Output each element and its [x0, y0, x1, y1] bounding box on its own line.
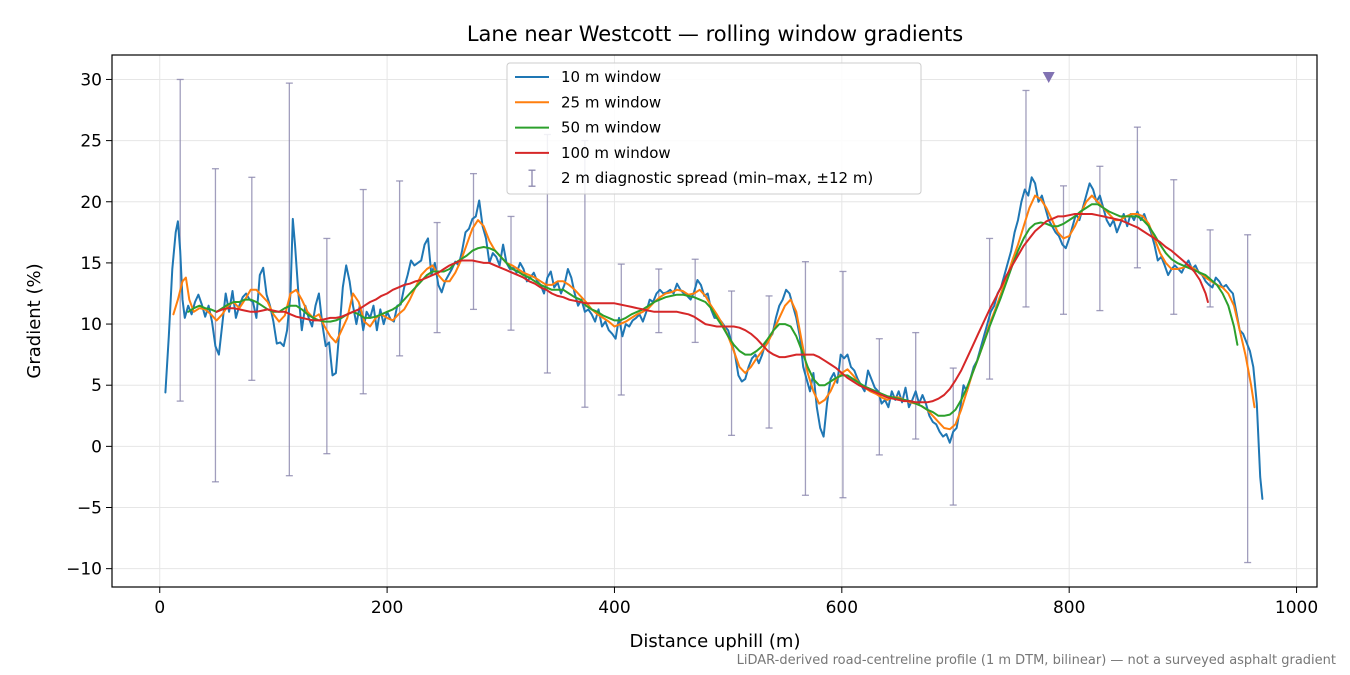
legend-item: 100 m window — [515, 144, 671, 162]
x-axis-label: Distance uphill (m) — [630, 631, 801, 652]
y-tick-label: −5 — [77, 499, 102, 519]
legend-label: 10 m window — [561, 68, 661, 86]
diagnostic-spread-bar — [691, 258, 699, 344]
y-axis-ticks: −10 −5 0 5 10 15 20 25 30 — [66, 70, 112, 580]
legend-item: 50 m window — [515, 119, 661, 137]
diagnostic-spread-bar — [1133, 126, 1141, 269]
marker-layer — [1042, 72, 1055, 84]
diagnostic-spread-bar — [359, 188, 367, 395]
y-tick-label: 30 — [80, 70, 102, 90]
diagnostic-spread-bar — [248, 176, 256, 381]
y-tick-label: 5 — [91, 376, 102, 396]
legend-item: 25 m window — [515, 93, 661, 111]
y-tick-label: 25 — [80, 132, 102, 152]
x-tick-label: 600 — [826, 598, 858, 618]
y-tick-label: 20 — [80, 193, 102, 213]
diagnostic-spread-bar — [728, 290, 736, 436]
legend-label: 100 m window — [561, 144, 671, 162]
series-line — [187, 203, 1239, 417]
diagnostic-spread-bar — [1022, 89, 1030, 308]
peak-marker — [1042, 72, 1055, 84]
legend-box — [506, 62, 922, 195]
diagnostic-spread-bar — [1059, 185, 1067, 315]
y-tick-label: 10 — [80, 315, 102, 335]
diagnostic-spread-bar — [839, 270, 847, 499]
series-line — [215, 213, 1209, 404]
legend-item: 10 m window — [515, 68, 661, 86]
diagnostic-spread-bar — [1206, 229, 1214, 308]
legend-items: 10 m window 25 m window 50 m window 100 m w… — [515, 68, 873, 187]
x-tick-label: 0 — [154, 598, 165, 618]
y-tick-label: −10 — [66, 560, 102, 580]
diagnostic-spread-bar — [470, 172, 477, 311]
x-tick-label: 1000 — [1275, 598, 1318, 618]
footnote: LiDAR-derived road-centreline profile (1… — [737, 653, 1336, 668]
diagnostic-spread-bar — [396, 180, 404, 357]
chart-title: Lane near Westcott — rolling window grad… — [467, 22, 963, 46]
legend-item: 2 m diagnostic spread (min–max, ±12 m) — [528, 169, 873, 187]
diagnostic-spread-bar — [1096, 165, 1104, 312]
diagnostic-spread-bar — [912, 331, 920, 440]
diagnostic-spread-bar — [211, 168, 219, 483]
x-axis-ticks: 0 200 400 600 800 1000 — [154, 587, 1318, 618]
diagnostic-spread-bar — [949, 367, 957, 506]
x-tick-label: 200 — [371, 598, 403, 618]
x-tick-label: 800 — [1053, 598, 1085, 618]
diagnostic-spread-bar — [285, 82, 293, 477]
plot-frame — [111, 54, 1318, 588]
diagnostic-spread-bar — [507, 215, 515, 331]
x-tick-label: 400 — [598, 598, 630, 618]
diagnostic-spread-bar — [1170, 179, 1178, 315]
legend-label: 2 m diagnostic spread (min–max, ±12 m) — [561, 169, 873, 187]
legend-label: 50 m window — [561, 119, 661, 137]
diagnostic-spread-bar — [1244, 234, 1252, 564]
series-line — [172, 194, 1256, 431]
legend: 10 m window 25 m window 50 m window 100 m w… — [506, 62, 922, 195]
y-tick-label: 0 — [91, 437, 102, 457]
y-tick-label: 15 — [80, 254, 102, 274]
legend-label: 25 m window — [561, 93, 661, 111]
series-layer — [164, 176, 1264, 500]
diagnostic-spread-bar — [765, 295, 773, 429]
y-axis-label: Gradient (%) — [24, 263, 45, 378]
